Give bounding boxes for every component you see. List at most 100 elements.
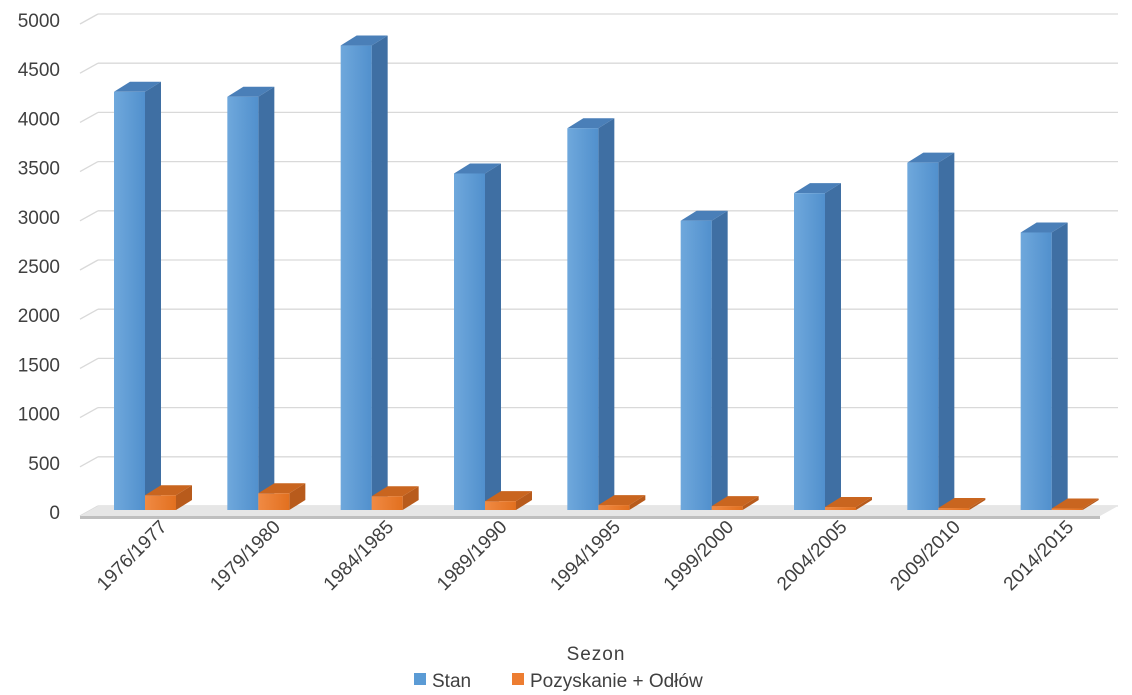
gridline-depth [79, 161, 99, 173]
bar-stan-top [794, 183, 841, 194]
y-tick-label: 4000 [18, 109, 60, 130]
bar-pozyskanie-side [969, 498, 986, 510]
legend-label: Stan [432, 671, 471, 692]
bar-pozyskanie [598, 495, 646, 510]
bar-stan [567, 118, 615, 510]
bar-pozyskanie-front [825, 507, 856, 510]
bar-stan-top [114, 81, 161, 92]
bar-pozyskanie-side [289, 483, 306, 510]
bar-pozyskanie-top [1051, 498, 1099, 509]
bar-stan-front [114, 91, 145, 511]
bar-pozyskanie [258, 483, 306, 510]
y-tick-label: 3500 [18, 159, 60, 180]
bar-pozyskanie [825, 497, 872, 510]
bar-stan-front [907, 162, 939, 510]
gridline-depth [79, 259, 99, 271]
x-tick-label: 2004/2005 [773, 517, 851, 595]
bar-stan-front [1020, 232, 1052, 510]
bar-stan-top [907, 152, 955, 163]
bar-pozyskanie-front [711, 506, 743, 510]
gridline-depth [79, 210, 99, 222]
legend-swatch [512, 673, 524, 685]
bar-stan-side [598, 118, 615, 510]
y-axis-tick-labels: 0 500 1000 1500 2000 2500 3000 3500 4000 4500 5000 [18, 11, 60, 524]
x-axis-tick-labels: 1976/1977 1979/1980 1984/1985 1989/1990 1994… [93, 517, 1078, 595]
bar-pozyskanie-front [598, 505, 630, 510]
bar-pozyskanie-top [371, 486, 419, 497]
bar-stan-side [145, 81, 161, 511]
bar-stan [340, 35, 388, 510]
bar-stan-side [371, 35, 388, 510]
floor-top [80, 506, 1118, 516]
bar-pozyskanie [485, 491, 532, 510]
y-tick-label: 1000 [18, 405, 60, 426]
y-tick-label: 3000 [18, 208, 60, 229]
gridline-depth [79, 111, 99, 123]
bars [114, 35, 1099, 511]
legend-swatch [414, 673, 426, 685]
bar-stan [907, 152, 955, 510]
bar-stan [794, 183, 841, 511]
bar-stan [1020, 222, 1068, 510]
gridline-depth [79, 357, 99, 369]
gridline-depth [79, 308, 99, 320]
bar-pozyskanie-top [145, 485, 192, 496]
y-tick-label: 1500 [18, 355, 60, 376]
bar-pozyskanie-side [1082, 498, 1099, 510]
x-tick-label: 1984/1985 [320, 517, 398, 595]
bar-stan-front [227, 96, 259, 510]
floor-edge [80, 516, 1100, 519]
bar-pozyskanie-front [145, 495, 176, 510]
y-tick-label: 4500 [18, 60, 60, 81]
bar-pozyskanie-side [402, 486, 419, 510]
bar-pozyskanie [371, 486, 419, 510]
gridline-depth [79, 62, 99, 74]
bar-stan [114, 81, 161, 511]
x-tick-label: 2014/2015 [1000, 517, 1078, 595]
bar-pozyskanie-top [825, 497, 872, 508]
y-tick-label: 5000 [18, 11, 60, 32]
bar-pozyskanie-side [176, 485, 192, 510]
chart-floor [80, 506, 1118, 519]
gridline-depth [79, 407, 99, 419]
bar-stan-top [227, 86, 275, 97]
bar-stan-top [1020, 222, 1068, 233]
x-tick-label: 2009/2010 [887, 517, 965, 595]
bar-pozyskanie-top [485, 491, 532, 502]
gridline-depth [79, 13, 99, 25]
gridline-depth [79, 456, 99, 468]
bar-stan-front [454, 173, 485, 511]
bar-stan-side [825, 183, 841, 511]
bar-pozyskanie-front [1051, 508, 1083, 510]
bar-pozyskanie-top [711, 496, 759, 507]
y-tick-label: 2000 [18, 306, 60, 327]
bar-pozyskanie-side [516, 491, 532, 510]
bar-stan-front [567, 128, 599, 510]
x-tick-label: 1976/1977 [93, 517, 171, 595]
bar-stan [227, 86, 275, 510]
bar-stan-side [258, 86, 275, 510]
bar-stan [680, 210, 728, 511]
bar-stan-front [794, 193, 825, 511]
x-axis-title: Sezon [567, 644, 626, 665]
bar-stan [454, 163, 501, 511]
bar-pozyskanie [145, 485, 192, 510]
bar-stan-side [938, 152, 955, 510]
legend-item-pozyskanie: Pozyskanie + Odłów [512, 671, 703, 692]
bar-stan-top [454, 163, 501, 174]
bar-stan-side [485, 163, 501, 511]
bar-stan-front [340, 45, 372, 510]
bar-pozyskanie-side [742, 496, 759, 510]
bar-pozyskanie-front [938, 508, 970, 510]
bar-stan-top [567, 118, 615, 129]
x-tick-label: 1994/1995 [547, 517, 625, 595]
bar-pozyskanie [938, 498, 986, 510]
bar-pozyskanie-front [485, 501, 516, 510]
bar-pozyskanie-front [371, 496, 403, 510]
legend-label: Pozyskanie + Odłów [530, 671, 703, 692]
legend-item-stan: Stan [414, 671, 471, 692]
y-tick-label: 0 [49, 503, 60, 524]
bar-pozyskanie [711, 496, 759, 510]
